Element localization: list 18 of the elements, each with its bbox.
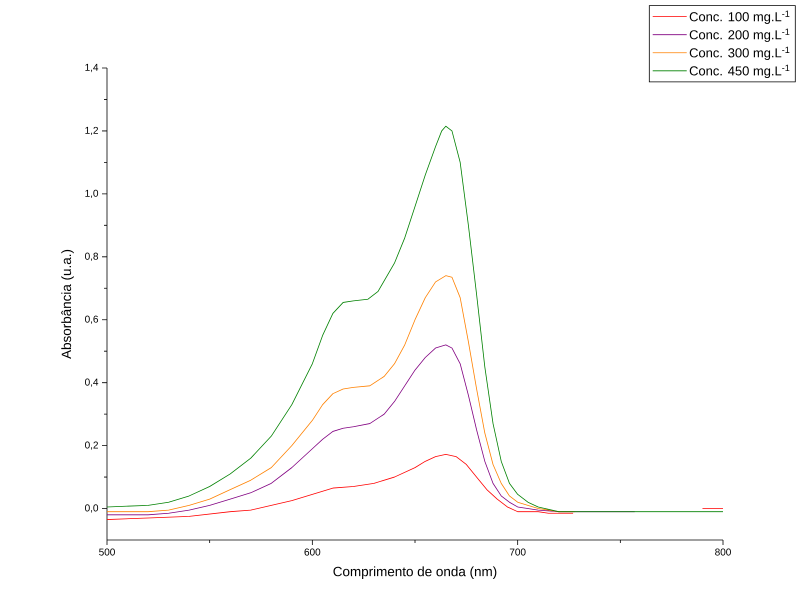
- legend-label: Conc. 200 mg.L$^{-1}$: [690, 28, 790, 42]
- x-tick-label: 800: [715, 548, 731, 556]
- y-tick-label: 1,4: [85, 64, 98, 72]
- x-tick-label: 700: [510, 548, 526, 556]
- y-tick-label: 0,0: [85, 504, 98, 513]
- y-tick-label: 1,2: [85, 126, 98, 136]
- y-tick-label: 0,2: [85, 441, 98, 450]
- legend-label: Conc. 300 mg.L$^{-1}$: [690, 46, 790, 60]
- y-tick-label: 1,0: [85, 190, 98, 198]
- legend-label: Conc. 450 mg.L$^{-1}$: [690, 64, 790, 78]
- y-tick-label: 0,4: [85, 378, 98, 387]
- x-tick-label: 600: [304, 548, 320, 556]
- legend-label: Conc. 100 mg.L$^{-1}$: [690, 10, 790, 24]
- y-tick-label: 0,6: [85, 316, 98, 324]
- y-tick-label: 0,8: [85, 252, 98, 261]
- x-axis-title: Comprimento de onda (nm): [333, 566, 496, 579]
- x-tick-label: 500: [99, 548, 115, 556]
- y-axis-title: Absorbância (u.a.): [61, 250, 74, 359]
